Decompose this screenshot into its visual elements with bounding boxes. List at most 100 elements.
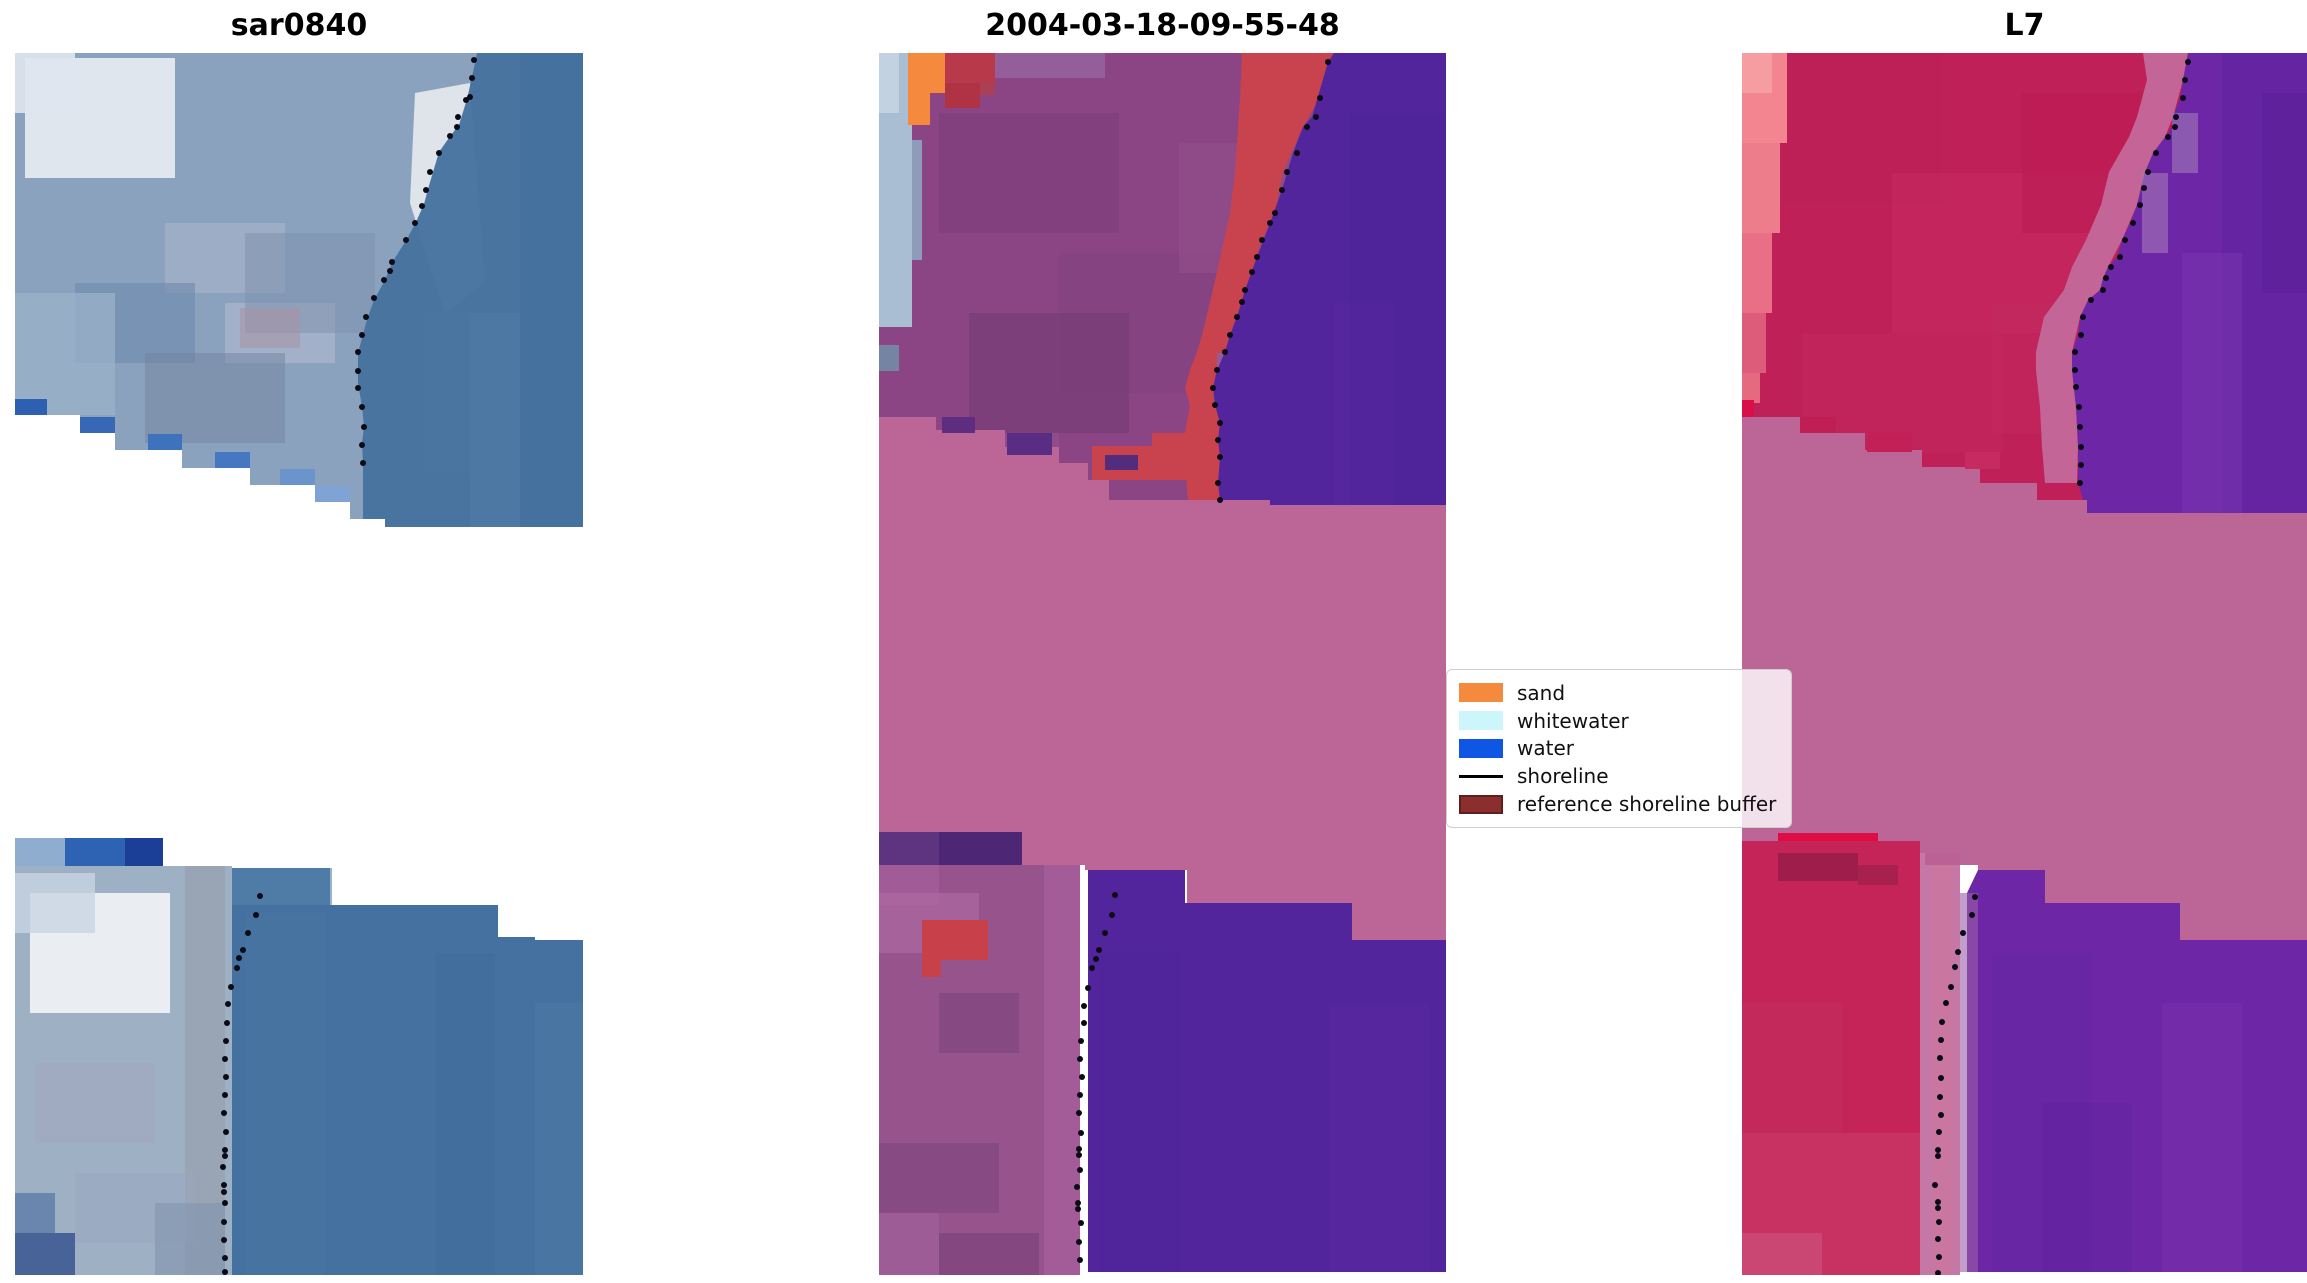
shoreline-dot — [2145, 169, 2151, 175]
shoreline-dot — [1215, 437, 1221, 443]
shoreline-dot — [2072, 367, 2078, 373]
image-region — [945, 83, 980, 108]
shoreline-dot — [412, 220, 418, 226]
shoreline-dot — [1076, 1152, 1082, 1158]
shoreline-dot — [2078, 444, 2084, 450]
image-region — [1044, 865, 1080, 1275]
shoreline-dot — [403, 237, 409, 243]
shoreline-dot — [240, 947, 246, 953]
image-region — [879, 1143, 999, 1213]
shoreline-dot — [221, 1237, 227, 1243]
shoreline-dot — [2130, 220, 2136, 226]
shoreline-dot — [1938, 1112, 1944, 1118]
shoreline-dot — [2180, 95, 2186, 101]
shoreline-dot — [236, 955, 242, 961]
shoreline-dot — [1210, 385, 1216, 391]
image-region — [232, 868, 332, 905]
image-region — [1960, 893, 1978, 1272]
shoreline-dot — [2077, 424, 2083, 430]
image-region — [2042, 1103, 2132, 1272]
shoreline-dot — [253, 912, 259, 918]
shoreline-dot — [1317, 95, 1323, 101]
shoreline-dot — [1267, 220, 1273, 226]
shoreline-dot — [1077, 1056, 1083, 1062]
image-region — [879, 345, 899, 371]
image-region — [240, 308, 300, 348]
shoreline-dot — [1076, 1110, 1082, 1116]
shoreline-dot — [1935, 1153, 1941, 1159]
image-region — [15, 293, 115, 415]
shoreline-dot — [1936, 1254, 1942, 1260]
shoreline-dot — [224, 1020, 230, 1026]
legend-swatch-water-icon — [1459, 738, 1503, 758]
image-region — [995, 53, 1105, 78]
shoreline-dot — [2182, 77, 2188, 83]
shoreline-dot — [1215, 480, 1221, 486]
shoreline-dot — [234, 965, 240, 971]
salmon-edge — [1742, 313, 1766, 373]
legend-item-sand: sand — [1459, 679, 1779, 707]
panel-title-sar0840: sar0840 — [230, 8, 368, 43]
shoreline-dot — [355, 349, 361, 355]
shoreline-dot — [1089, 965, 1095, 971]
pink-step-px — [1800, 417, 1836, 433]
shoreline-dot — [222, 1092, 228, 1098]
shoreline-dot — [361, 424, 367, 430]
sar-bot-strip-light — [15, 838, 65, 866]
shoreline-dot — [381, 277, 387, 283]
shoreline-dot — [221, 1219, 227, 1225]
shoreline-dot — [228, 984, 234, 990]
shoreline-dot — [2117, 254, 2123, 260]
step-blue-px — [215, 452, 250, 468]
shoreline-dot — [1932, 1182, 1938, 1188]
shoreline-dot — [360, 460, 366, 466]
image-region — [1742, 53, 1772, 93]
shoreline-dot — [1214, 367, 1220, 373]
legend-box: sand whitewater water shoreline reference sh… — [1446, 669, 1792, 828]
step-blue-px — [15, 399, 47, 415]
shoreline-dot — [469, 75, 475, 81]
shoreline-dot — [1217, 497, 1223, 503]
shoreline-dot — [1935, 1270, 1941, 1275]
shoreline-dot — [1272, 210, 1278, 216]
panel-image-sar0840 — [15, 53, 583, 1275]
image-region — [939, 993, 1019, 1053]
shoreline-dot — [1222, 349, 1228, 355]
shoreline-dot — [225, 1001, 231, 1007]
shoreline-dot — [257, 893, 263, 899]
pink-step-px — [942, 417, 975, 433]
shoreline-dot — [2100, 287, 2106, 293]
shoreline-dot — [359, 332, 365, 338]
shoreline-dot — [1077, 1167, 1083, 1173]
shoreline-dot — [1294, 150, 1300, 156]
legend-line-shoreline-icon — [1459, 774, 1503, 778]
shoreline-dot — [1972, 894, 1978, 900]
salmon-edge — [1742, 233, 1772, 313]
shoreline-dot — [1085, 985, 1091, 991]
image-region — [15, 53, 75, 113]
shoreline-dot — [1313, 114, 1319, 120]
shoreline-dot — [1938, 1037, 1944, 1043]
crimson-px — [1742, 400, 1754, 417]
shoreline-dot — [1935, 1199, 1941, 1205]
shoreline-dot — [1937, 1055, 1943, 1061]
cloud-pink-band — [1742, 417, 2307, 942]
image-region — [969, 313, 1129, 433]
shoreline-dot — [1081, 1003, 1087, 1009]
shoreline-dot — [221, 1110, 227, 1116]
shoreline-dot — [1259, 237, 1265, 243]
shoreline-dot — [222, 1147, 228, 1153]
shoreline-dot — [2108, 264, 2114, 270]
shoreline-dot — [359, 442, 365, 448]
shoreline-dot — [371, 295, 377, 301]
legend-swatch-reference-shoreline-buffer-icon — [1459, 794, 1503, 814]
shoreline-dot — [1077, 1092, 1083, 1098]
panel-image-l7 — [1742, 53, 2307, 1275]
pink-step-px — [1105, 455, 1138, 470]
shoreline-dot — [1076, 1239, 1082, 1245]
legend-item-reference-shoreline-buffer: reference shoreline buffer — [1459, 790, 1779, 818]
shoreline-dot — [436, 150, 442, 156]
salmon-edge — [1742, 143, 1780, 233]
image-region — [2162, 1003, 2242, 1272]
image-region — [1334, 303, 1394, 505]
